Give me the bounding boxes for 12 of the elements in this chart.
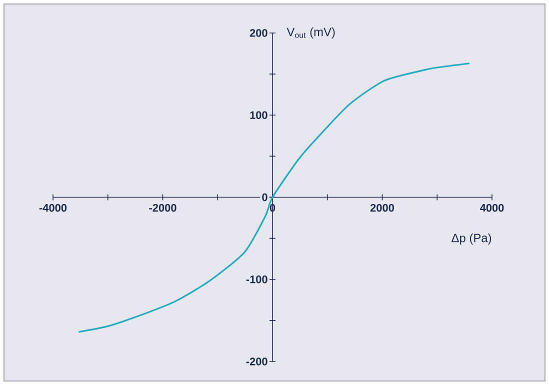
- y-tick-label: 200: [250, 29, 268, 37]
- y-tick-label: -200: [246, 358, 268, 366]
- x-tick-label: -4000: [39, 204, 67, 212]
- y-axis-title: V$_{out}$ (mV): [286, 27, 335, 39]
- x-axis-title: Δp (Pa): [452, 233, 492, 245]
- y-tick-label: -100: [246, 276, 268, 284]
- line-series: [78, 62, 470, 333]
- x-tick-label: 4000: [480, 204, 504, 212]
- x-tick-label: -2000: [149, 204, 176, 212]
- y-tick-label: 100: [250, 111, 268, 120]
- y-tick-label: 0: [262, 193, 268, 202]
- x-tick-label: 2000: [370, 204, 394, 212]
